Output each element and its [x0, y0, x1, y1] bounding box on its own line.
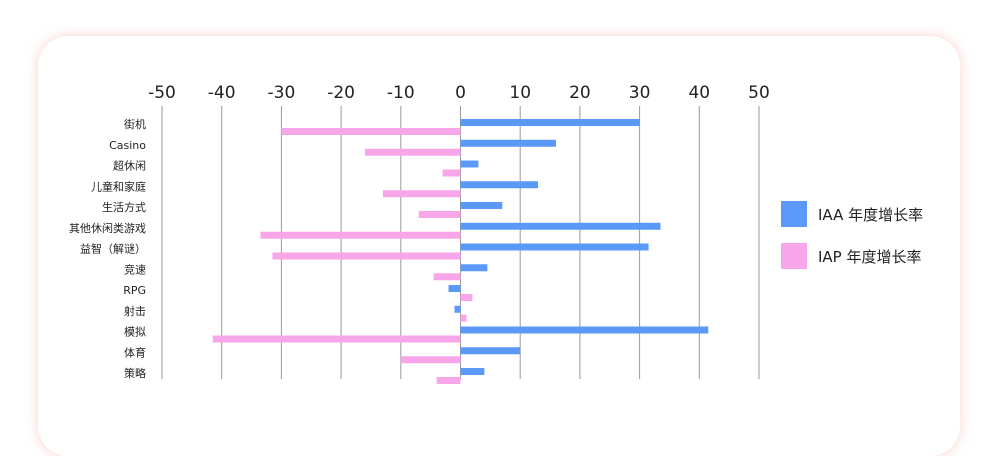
iap-bar	[260, 231, 461, 239]
iaa-bar	[460, 368, 485, 375]
iaa-bar	[454, 305, 461, 313]
iap-bar	[460, 294, 473, 301]
x-tick-label: 50	[748, 83, 770, 103]
category-label: Casino	[109, 139, 146, 152]
iaa-bar	[460, 326, 709, 334]
iaa-bar	[460, 160, 479, 168]
category-label: 其他休闲类游戏	[69, 221, 146, 235]
category-label: RPG	[123, 284, 146, 297]
category-label: 体育	[124, 345, 146, 359]
category-label: 益智（解谜）	[80, 242, 146, 256]
iap-bar	[272, 252, 461, 260]
category-label: 街机	[124, 117, 146, 131]
iaa-bar	[460, 347, 521, 355]
x-tick-label: -30	[268, 83, 296, 103]
x-tick-label: 30	[629, 83, 651, 103]
iaa-bar	[460, 202, 503, 209]
category-label: 竞速	[124, 262, 146, 276]
iap-bar	[212, 335, 461, 343]
x-tick-label: 20	[569, 83, 591, 103]
iaa-bar	[460, 222, 661, 230]
iap-bar	[418, 211, 461, 218]
iap-bar	[400, 356, 461, 364]
iaa-bar	[460, 264, 488, 272]
x-tick-label: -40	[208, 83, 236, 103]
iaa-bar	[460, 243, 649, 251]
category-label: 策略	[124, 366, 146, 380]
iaa-bar	[460, 181, 539, 189]
category-label: 儿童和家庭	[91, 179, 146, 193]
category-label: 射击	[124, 304, 146, 318]
x-tick-label: 0	[455, 83, 466, 103]
category-label: 生活方式	[102, 200, 146, 214]
x-tick-label: -10	[387, 83, 415, 103]
iaa-bar	[460, 139, 557, 147]
iap-bar	[281, 128, 461, 135]
iap-bar	[382, 190, 461, 198]
x-tick-label: -20	[327, 83, 355, 103]
legend-swatch-iap	[781, 243, 807, 269]
bar-chart: -50 -40 -30 -20 -10 0 10 20 30 40 50 街机 Casino 超休闲儿童和…	[69, 83, 923, 384]
iap-bar	[436, 377, 461, 384]
category-label: 超休闲	[113, 159, 146, 173]
iap-bar	[442, 169, 461, 177]
iap-bar	[460, 314, 467, 322]
x-tick-label: 40	[688, 83, 710, 103]
legend-label-iaa: IAA 年度增长率	[818, 206, 923, 224]
x-tick-label: 10	[509, 83, 531, 103]
iaa-bar	[460, 119, 640, 126]
legend-swatch-iaa	[781, 201, 807, 227]
category-label: 模拟	[124, 325, 146, 339]
iaa-bar	[448, 285, 461, 292]
legend-label-iap: IAP 年度增长率	[818, 248, 922, 266]
x-tick-label: -50	[148, 83, 176, 103]
iap-bar	[433, 273, 461, 281]
iap-bar	[364, 148, 461, 156]
